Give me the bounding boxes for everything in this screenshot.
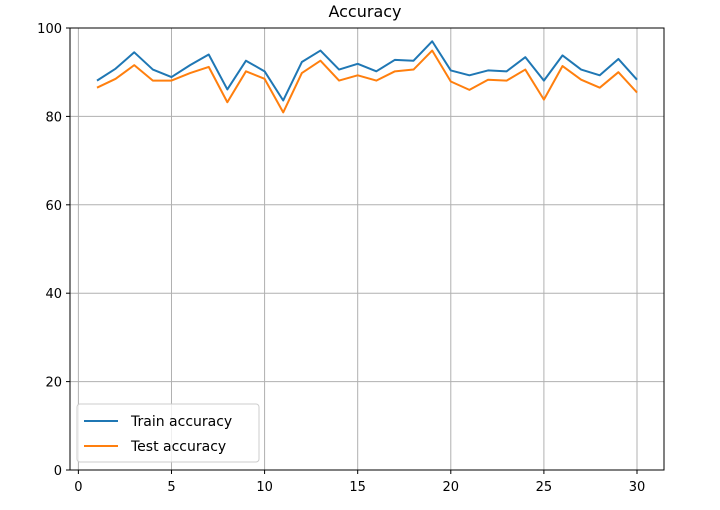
- plot-frame: [69, 27, 665, 471]
- chart-title: Accuracy: [328, 2, 401, 21]
- y-tick-label: 60: [45, 199, 62, 214]
- x-tick-label: 10: [256, 480, 273, 495]
- x-gridlines: [77, 28, 638, 470]
- series-line-test: [96, 49, 638, 114]
- x-axis-ticks: 0 5 10 15 20 25 30: [74, 470, 645, 495]
- x-tick-label: 0: [74, 480, 82, 495]
- legend: Train accuracy Test accuracy: [76, 403, 260, 463]
- y-tick-label: 100: [37, 22, 62, 37]
- x-tick-label: 20: [443, 480, 460, 495]
- series-layer: [96, 40, 638, 114]
- y-tick-label: 0: [54, 464, 62, 479]
- y-axis-ticks: 0 20 40 60 80 100: [37, 22, 70, 479]
- x-tick-label: 5: [167, 480, 175, 495]
- legend-box: [76, 403, 260, 463]
- x-tick-label: 30: [629, 480, 646, 495]
- y-tick-label: 40: [45, 287, 62, 302]
- x-tick-label: 25: [536, 480, 553, 495]
- legend-label-test: Test accuracy: [130, 439, 226, 455]
- y-tick-label: 80: [45, 110, 62, 125]
- series-line-train: [96, 40, 638, 102]
- legend-label-train: Train accuracy: [130, 414, 232, 430]
- x-tick-label: 15: [349, 480, 366, 495]
- y-tick-label: 20: [45, 376, 62, 391]
